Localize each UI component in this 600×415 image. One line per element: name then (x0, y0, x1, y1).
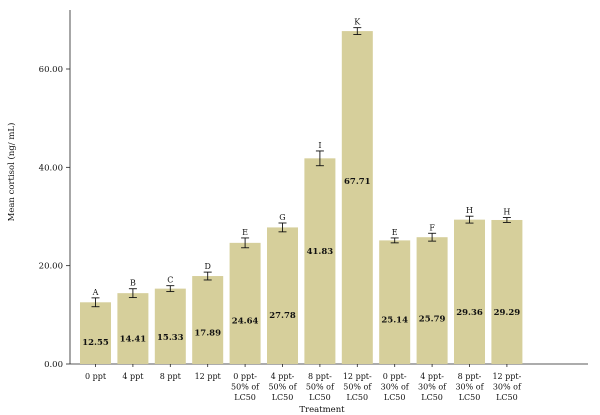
significance-letter: E (392, 228, 398, 237)
data-value-label: 41.83 (307, 247, 334, 257)
data-value-label: 12.55 (82, 338, 109, 348)
x-axis-title: Treatment (299, 405, 345, 415)
x-tick-label: 0 ppt-30% of LC50 (381, 372, 410, 402)
data-value-label: 17.89 (194, 328, 221, 338)
significance-letter: D (204, 262, 210, 271)
x-tick-label: 8 ppt-30% of LC50 (455, 372, 484, 402)
bar (491, 219, 523, 364)
bar (379, 240, 411, 364)
x-tick-label: 0 ppt-50% of LC50 (231, 372, 260, 402)
significance-letter: A (92, 288, 99, 297)
data-value-label: 29.36 (456, 308, 483, 318)
significance-letter: H (503, 208, 510, 217)
y-tick-label: 20.00 (39, 262, 63, 272)
bar (117, 293, 149, 364)
bar (229, 242, 261, 364)
data-value-label: 25.14 (381, 316, 408, 326)
bar (80, 302, 111, 364)
x-tick-label: 12 ppt (195, 372, 222, 381)
x-tick-label: 12 ppt-50% of LC50 (343, 372, 373, 402)
y-tick-label: 60.00 (39, 65, 63, 75)
significance-letter: F (429, 223, 435, 232)
bar (192, 276, 224, 364)
x-tick-label: 12 ppt-30% of LC50 (492, 372, 522, 402)
data-value-label: 14.41 (120, 334, 147, 344)
y-tick-label: 0.00 (44, 360, 63, 370)
data-value-label: 25.79 (419, 314, 446, 324)
significance-letter: K (354, 18, 361, 27)
significance-letter: E (242, 228, 248, 237)
x-tick-label: 8 ppt (160, 372, 182, 381)
bar (154, 288, 186, 364)
significance-letter: B (130, 279, 136, 288)
x-tick-label: 8 ppt-50% of LC50 (306, 372, 335, 402)
x-tick-label: 4 ppt-30% of LC50 (418, 372, 447, 402)
x-tick-label: 0 ppt (85, 372, 107, 381)
data-value-label: 24.64 (232, 316, 259, 326)
significance-letter: G (279, 213, 285, 222)
bar (267, 227, 298, 364)
bar (341, 31, 373, 365)
y-axis-title: Mean cortisol (ng/ mL) (6, 123, 17, 222)
data-value-label: 67.71 (344, 177, 371, 187)
x-tick-label: 4 ppt (122, 372, 144, 381)
y-tick-label: 40.00 (39, 163, 63, 173)
significance-letter: H (466, 206, 473, 215)
significance-letter: I (318, 141, 321, 150)
x-tick-label: 4 ppt-50% of LC50 (268, 372, 297, 402)
bar (454, 219, 485, 364)
significance-letter: C (167, 276, 173, 285)
data-value-label: 15.33 (157, 333, 184, 343)
data-value-label: 27.78 (269, 311, 296, 321)
data-value-label: 29.29 (494, 308, 521, 318)
bar (416, 237, 448, 364)
bar (304, 158, 336, 364)
